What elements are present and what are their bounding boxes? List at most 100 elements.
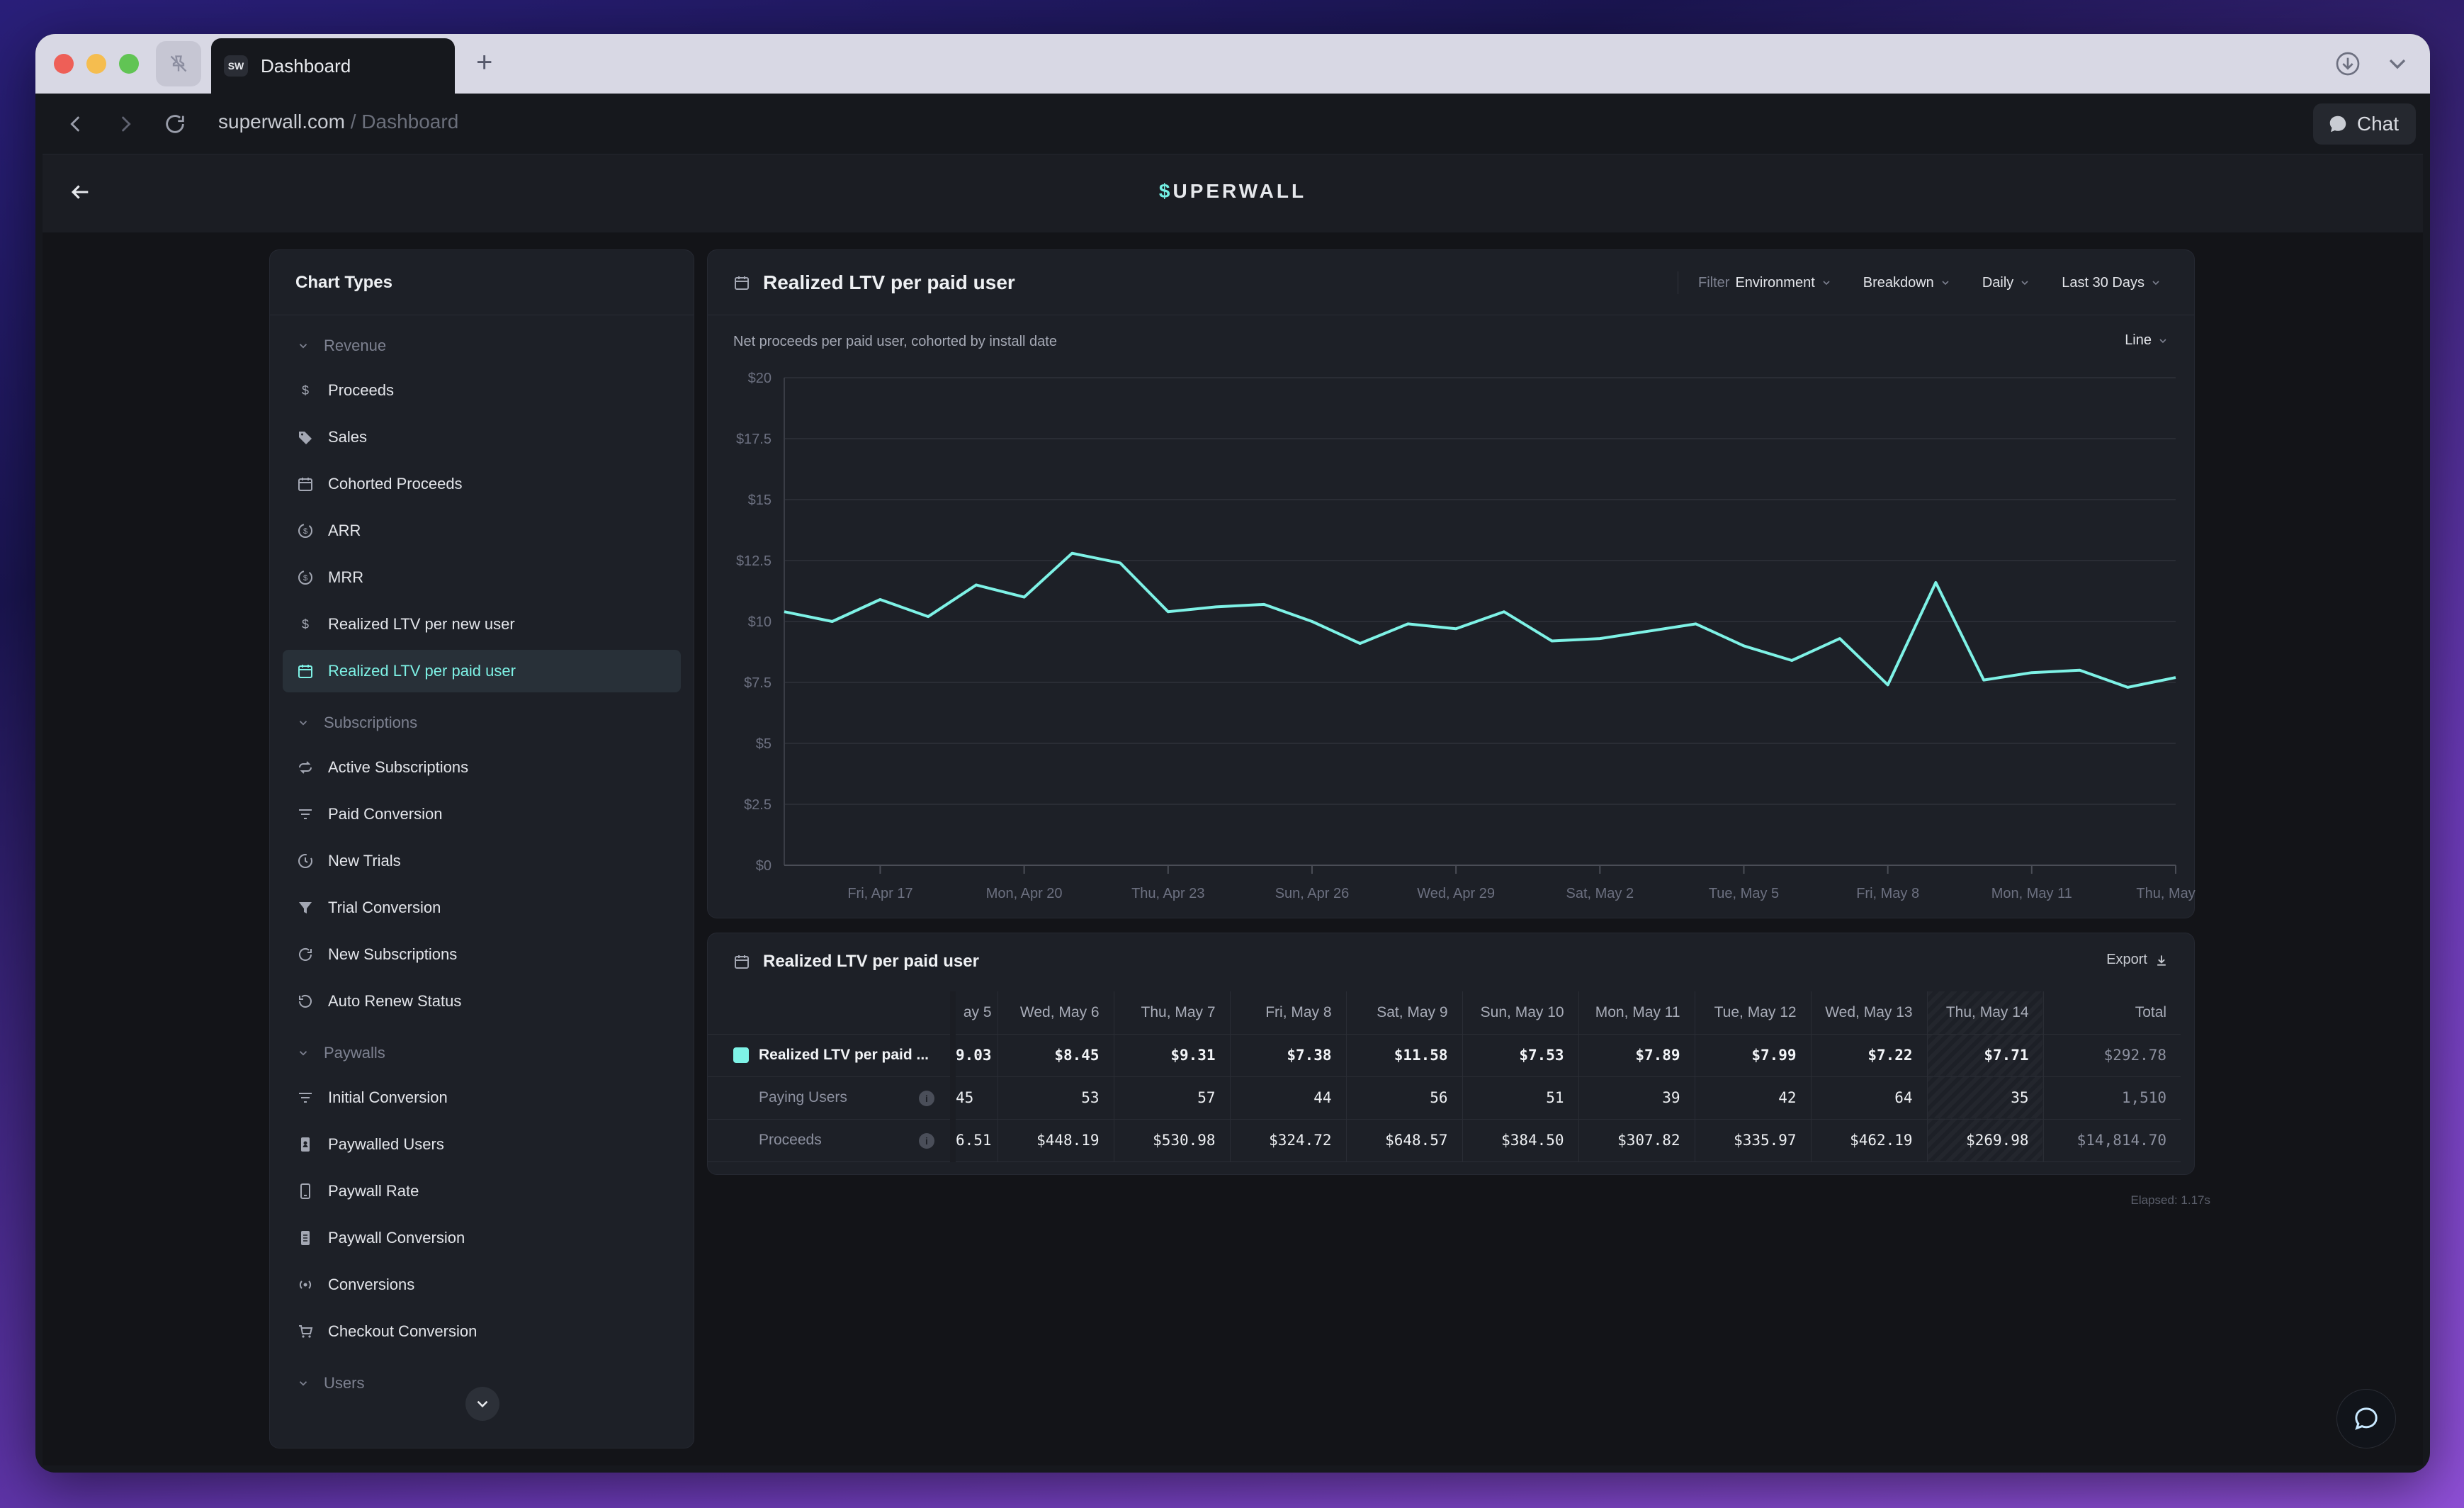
scroll-down-button[interactable]	[465, 1387, 499, 1421]
x-tick-label: Sun, Apr 26	[1275, 886, 1350, 901]
clock-refresh-icon	[297, 853, 314, 870]
group-header-subscriptions[interactable]: Subscriptions	[270, 699, 694, 746]
series-color-swatch[interactable]	[733, 1047, 749, 1064]
data-cell: $324.72	[1229, 1119, 1347, 1162]
chevron-down-icon	[2021, 281, 2028, 286]
sidebar-item-label: Realized LTV per new user	[328, 615, 515, 633]
data-cell: $7.22	[1810, 1034, 1928, 1077]
column-header[interactable]: Sat, May 9	[1345, 991, 1463, 1035]
chevron-down-icon	[1942, 281, 1949, 286]
back-button[interactable]	[64, 112, 88, 142]
data-cell: $7.53	[1462, 1034, 1579, 1077]
sidebar-item-active-subscriptions[interactable]: Active Subscriptions	[283, 746, 681, 789]
chevron-down-icon[interactable]	[2383, 50, 2412, 81]
sidebar-item-cohorted-proceeds[interactable]: Cohorted Proceeds	[283, 463, 681, 505]
info-icon[interactable]: i	[919, 1090, 934, 1106]
data-cell: 9.03	[949, 1034, 998, 1077]
chart-style-label: Line	[2125, 332, 2152, 348]
sidebar-item-new-trials[interactable]: New Trials	[283, 840, 681, 882]
data-cell: 45	[949, 1076, 998, 1120]
series-line[interactable]	[784, 551, 2176, 689]
pin-icon[interactable]	[156, 41, 201, 86]
sidebar-item-arr[interactable]: $ ARR	[283, 510, 681, 552]
interval-label: Daily	[1982, 274, 2014, 291]
data-cell: 39	[1578, 1076, 1695, 1120]
back-arrow-icon[interactable]	[68, 180, 92, 210]
filter-dropdown[interactable]: Filter Environment	[1687, 267, 1843, 298]
sidebar-item-label: Active Subscriptions	[328, 758, 469, 776]
sidebar-item-realized-ltv-per-new-user[interactable]: $ Realized LTV per new user	[283, 603, 681, 646]
sidebar-item-realized-ltv-per-paid-user[interactable]: Realized LTV per paid user	[283, 650, 681, 692]
y-tick-label: $2.5	[744, 797, 772, 813]
close-window-button[interactable]	[54, 54, 74, 74]
info-icon[interactable]: i	[919, 1132, 934, 1149]
sidebar-item-mrr[interactable]: $ MRR	[283, 556, 681, 599]
data-cell: $7.99	[1694, 1034, 1812, 1077]
minimize-window-button[interactable]	[86, 54, 106, 74]
sidebar-item-proceeds[interactable]: $ Proceeds	[283, 369, 681, 412]
column-header[interactable]: Mon, May 11	[1578, 991, 1695, 1035]
column-header[interactable]: Sun, May 10	[1462, 991, 1579, 1035]
column-header[interactable]: Thu, May 7	[1113, 991, 1231, 1035]
sidebar-item-sales[interactable]: Sales	[283, 416, 681, 458]
column-header[interactable]: Fri, May 8	[1229, 991, 1347, 1035]
row-label-cell: Paying Users i	[708, 1076, 953, 1120]
ltv-line-chart[interactable]: $0 $2.5 $5 $7.5 $10 $12.5 $15 $17.5 $20 Fri, Apr …	[708, 364, 2195, 916]
reload-button[interactable]	[163, 112, 187, 142]
sidebar-item-paid-conversion[interactable]: Paid Conversion	[283, 793, 681, 835]
date-range-dropdown[interactable]: Last 30 Days	[2050, 267, 2173, 298]
group-header-users[interactable]: Users	[270, 1360, 694, 1407]
new-tab-button[interactable]: +	[476, 47, 493, 78]
export-button[interactable]: Export	[2106, 952, 2169, 968]
sidebar-item-new-subscriptions[interactable]: New Subscriptions	[283, 933, 681, 976]
sidebar-item-paywalled-users[interactable]: Paywalled Users	[283, 1123, 681, 1166]
download-icon[interactable]	[2334, 50, 2362, 81]
svg-text:$: $	[303, 527, 307, 536]
total-cell: $292.78	[2042, 1034, 2181, 1077]
chart-style-dropdown[interactable]: Line	[2125, 332, 2169, 349]
x-tick-label: Sat, May 2	[1566, 886, 1634, 901]
sidebar-item-initial-conversion[interactable]: Initial Conversion	[283, 1076, 681, 1119]
sidebar-item-label: Cohorted Proceeds	[328, 475, 463, 493]
row-label-cell: Realized LTV per paid ...	[708, 1034, 953, 1077]
calendar-icon	[297, 663, 314, 680]
y-tick-label: $0	[756, 858, 772, 874]
data-table-panel: Realized LTV per paid user Export ay 5 We…	[707, 933, 2195, 1175]
sidebar-item-checkout-conversion[interactable]: Checkout Conversion	[283, 1310, 681, 1353]
chart-types-sidebar: Chart Types Revenue $ Proceeds Sales Cohorte…	[269, 249, 694, 1448]
sidebar-item-auto-renew-status[interactable]: Auto Renew Status	[283, 980, 681, 1023]
group-label: Revenue	[324, 337, 387, 354]
table-row[interactable]: Proceeds i 6.51 $448.19 $530.98 $324.72 $648.5…	[708, 1119, 2181, 1162]
data-cell: $462.19	[1810, 1119, 1928, 1162]
sidebar-item-paywall-conversion[interactable]: Paywall Conversion	[283, 1217, 681, 1259]
chevron-down-icon	[297, 1377, 310, 1390]
data-cell: $648.57	[1345, 1119, 1463, 1162]
chevron-down-icon	[2159, 338, 2166, 343]
url-field[interactable]: superwall.com / Dashboard	[218, 111, 458, 133]
forward-button[interactable]	[113, 112, 137, 142]
sidebar-item-conversions[interactable]: Conversions	[283, 1264, 681, 1306]
interval-dropdown[interactable]: Daily	[1971, 267, 2042, 298]
breakdown-dropdown[interactable]: Breakdown	[1852, 267, 1962, 298]
column-header[interactable]: Wed, May 13	[1810, 991, 1928, 1035]
column-header[interactable]: Wed, May 6	[997, 991, 1114, 1035]
group-label: Users	[324, 1374, 365, 1392]
chat-support-button[interactable]	[2336, 1389, 2396, 1448]
sidebar-item-label: Paywall Rate	[328, 1182, 419, 1200]
sidebar-item-trial-conversion[interactable]: Trial Conversion	[283, 887, 681, 929]
table-row[interactable]: Realized LTV per paid ... 9.03 $8.45 $9.31 $…	[708, 1034, 2181, 1077]
sidebar-item-label: New Subscriptions	[328, 945, 458, 963]
column-header[interactable]: ay 5	[949, 991, 998, 1035]
chat-button[interactable]: Chat	[2312, 103, 2416, 145]
maximize-window-button[interactable]	[119, 54, 139, 74]
table-row[interactable]: Paying Users i 45 53 57 44 56 51 39 42 64 35 1,510	[708, 1076, 2181, 1120]
sidebar-item-paywall-rate[interactable]: Paywall Rate	[283, 1170, 681, 1212]
column-header[interactable]: Thu, May 14	[1926, 991, 2044, 1035]
sidebar-item-label: Realized LTV per paid user	[328, 662, 516, 680]
data-cell: $8.45	[997, 1034, 1114, 1077]
group-header-revenue[interactable]: Revenue	[270, 322, 694, 369]
tab-dashboard[interactable]: SW Dashboard	[211, 38, 455, 94]
column-header[interactable]: Total	[2042, 991, 2181, 1035]
column-header[interactable]: Tue, May 12	[1694, 991, 1812, 1035]
group-header-paywalls[interactable]: Paywalls	[270, 1030, 694, 1076]
